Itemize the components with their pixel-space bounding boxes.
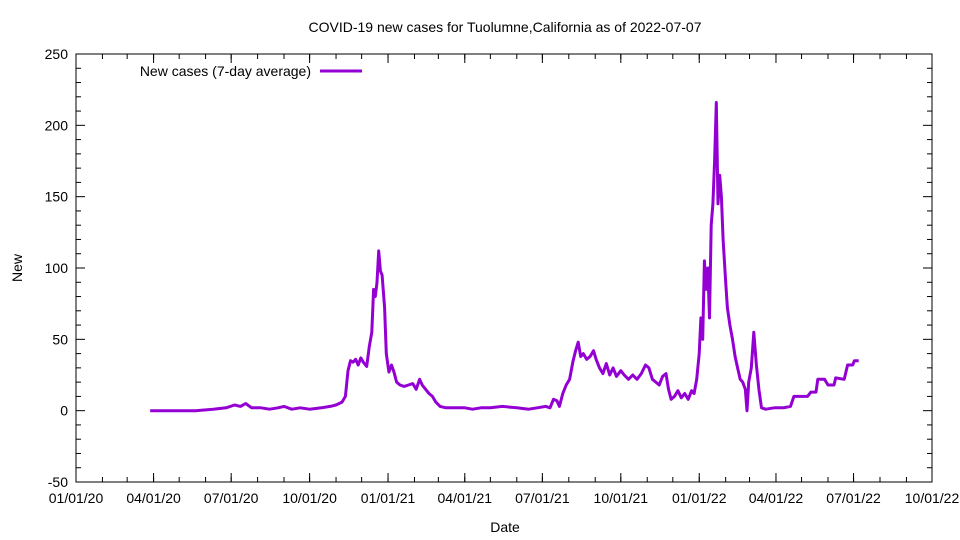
y-axis-label: New xyxy=(9,253,25,282)
legend-label: New cases (7-day average) xyxy=(140,63,311,79)
x-tick-label: 01/01/21 xyxy=(361,490,416,506)
y-tick-label: 100 xyxy=(45,260,69,276)
y-tick-label: 150 xyxy=(45,189,69,205)
x-tick-label: 07/01/20 xyxy=(204,490,259,506)
x-tick-label: 10/01/21 xyxy=(594,490,649,506)
series-line-0 xyxy=(150,101,859,413)
y-tick-label: 0 xyxy=(60,403,68,419)
y-tick-label: -50 xyxy=(48,474,68,490)
y-tick-label: 50 xyxy=(52,331,68,347)
x-tick-label: 01/01/22 xyxy=(672,490,727,506)
y-tick-label: 200 xyxy=(45,117,69,133)
x-tick-label: 04/01/22 xyxy=(749,490,804,506)
x-tick-label: 07/01/22 xyxy=(826,490,881,506)
plot-frame xyxy=(75,53,933,483)
x-axis-label: Date xyxy=(490,519,520,535)
x-tick-label: 10/01/20 xyxy=(282,490,337,506)
plot-area: 01/01/20 04/01/20 07/01/20 10/01/20 01/01/21… xyxy=(45,46,960,506)
x-tick-label: 04/01/21 xyxy=(438,490,493,506)
x-tick-label: 01/01/20 xyxy=(49,490,104,506)
chart-title: COVID-19 new cases for Tuolumne,Californ… xyxy=(309,19,702,35)
x-tick-label: 07/01/21 xyxy=(515,490,570,506)
x-tick-label: 10/01/22 xyxy=(905,490,960,506)
x-tick-label: 04/01/20 xyxy=(126,490,181,506)
y-tick-label: 250 xyxy=(45,46,69,62)
